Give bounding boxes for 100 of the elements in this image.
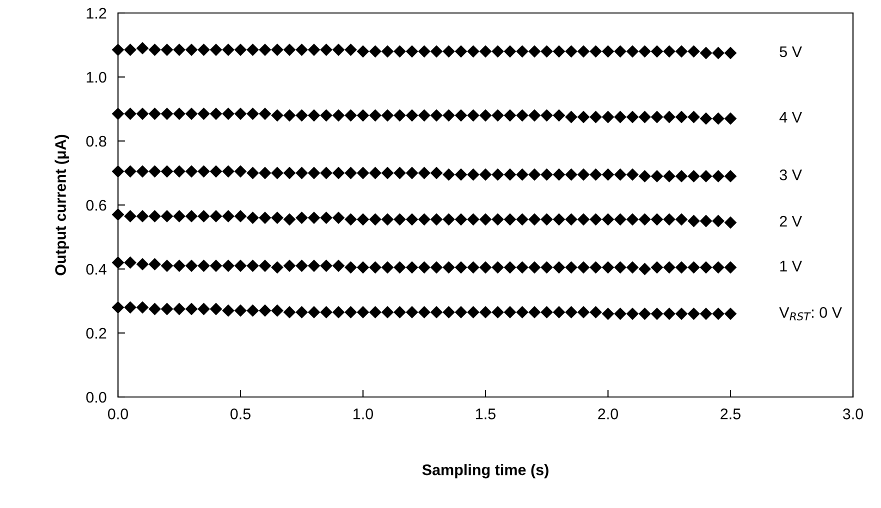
x-tick-label: 3.0	[842, 408, 864, 420]
y-tick-label: 1.2	[86, 8, 106, 19]
point	[492, 261, 504, 274]
y-tick-label: 0.6	[86, 200, 106, 211]
point	[540, 45, 553, 58]
point	[406, 109, 418, 122]
point	[565, 110, 578, 124]
point	[148, 108, 161, 120]
point	[283, 166, 296, 180]
point	[528, 109, 541, 122]
point	[565, 306, 578, 318]
point	[394, 45, 406, 58]
point	[430, 45, 443, 58]
point	[160, 302, 174, 316]
point	[540, 213, 553, 226]
point	[688, 110, 700, 124]
point	[406, 45, 418, 58]
point	[663, 308, 676, 320]
point	[296, 44, 308, 56]
point	[418, 213, 430, 226]
point	[394, 261, 406, 274]
point	[210, 210, 222, 222]
point	[369, 261, 382, 274]
point	[430, 166, 443, 180]
point	[430, 109, 443, 122]
y-axis-title: Output current (μA)	[54, 134, 69, 276]
point	[467, 261, 480, 274]
point	[638, 308, 651, 320]
point	[271, 44, 284, 56]
point	[675, 110, 688, 124]
point	[124, 210, 136, 222]
point	[590, 168, 602, 181]
point	[185, 260, 198, 272]
point	[258, 212, 272, 224]
point	[222, 210, 234, 222]
point	[663, 261, 676, 274]
point	[369, 166, 382, 180]
point	[454, 261, 468, 274]
point	[516, 306, 528, 318]
text: V$_{RST}$: 0 V	[779, 307, 842, 320]
point	[173, 44, 186, 56]
point	[185, 210, 198, 222]
x-tick-label: 2.5	[720, 408, 740, 420]
point	[418, 306, 430, 318]
point	[663, 170, 676, 182]
point	[356, 45, 370, 58]
point	[675, 45, 688, 58]
point	[430, 261, 443, 274]
point	[271, 109, 284, 122]
point	[418, 166, 430, 180]
point	[418, 45, 430, 58]
point	[626, 261, 639, 274]
point	[479, 261, 492, 274]
point	[136, 210, 149, 222]
point	[590, 306, 602, 318]
point	[296, 306, 308, 318]
point	[552, 109, 566, 122]
point	[320, 44, 332, 56]
point	[700, 261, 712, 274]
point	[712, 261, 724, 274]
point	[688, 308, 700, 320]
point	[124, 44, 136, 56]
point	[296, 260, 308, 272]
point	[516, 45, 528, 58]
point	[136, 258, 149, 270]
point	[712, 46, 724, 60]
point	[688, 261, 700, 274]
point	[724, 308, 737, 320]
point	[638, 110, 651, 124]
point	[565, 261, 578, 274]
point	[356, 109, 370, 122]
point	[198, 108, 210, 120]
point	[614, 110, 626, 124]
point	[577, 110, 590, 124]
point	[454, 306, 468, 318]
point	[540, 306, 553, 318]
point	[136, 301, 149, 314]
point	[418, 109, 430, 122]
point	[308, 166, 320, 180]
point	[246, 44, 259, 56]
point	[516, 213, 528, 226]
text: 4 V	[779, 112, 802, 123]
point	[540, 109, 553, 122]
point	[136, 108, 149, 120]
point	[356, 261, 370, 274]
point	[638, 45, 651, 58]
point	[271, 166, 284, 180]
point	[185, 165, 198, 178]
point	[296, 166, 308, 180]
point	[590, 261, 602, 274]
point	[381, 109, 394, 122]
point	[467, 109, 480, 122]
point	[369, 306, 382, 318]
point	[724, 170, 737, 182]
point	[320, 260, 332, 272]
point	[516, 261, 528, 274]
x-tick-label: 0.5	[230, 408, 250, 420]
text: 5 V	[780, 46, 802, 58]
point	[222, 165, 234, 178]
y-tick-label: 0.4	[86, 264, 106, 275]
